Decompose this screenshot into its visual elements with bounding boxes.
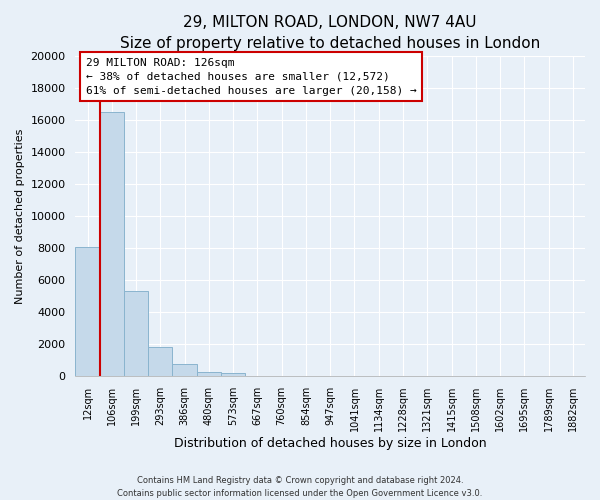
Bar bbox=[197, 372, 221, 376]
Text: Contains HM Land Registry data © Crown copyright and database right 2024.
Contai: Contains HM Land Registry data © Crown c… bbox=[118, 476, 482, 498]
Bar bbox=[76, 246, 100, 376]
Y-axis label: Number of detached properties: Number of detached properties bbox=[15, 128, 25, 304]
Bar bbox=[172, 364, 197, 376]
Bar bbox=[221, 374, 245, 376]
Bar bbox=[124, 292, 148, 376]
Bar bbox=[100, 112, 124, 376]
X-axis label: Distribution of detached houses by size in London: Distribution of detached houses by size … bbox=[174, 437, 487, 450]
Text: 29 MILTON ROAD: 126sqm
← 38% of detached houses are smaller (12,572)
61% of semi: 29 MILTON ROAD: 126sqm ← 38% of detached… bbox=[86, 58, 416, 96]
Title: 29, MILTON ROAD, LONDON, NW7 4AU
Size of property relative to detached houses in: 29, MILTON ROAD, LONDON, NW7 4AU Size of… bbox=[120, 15, 541, 51]
Bar bbox=[148, 348, 172, 376]
